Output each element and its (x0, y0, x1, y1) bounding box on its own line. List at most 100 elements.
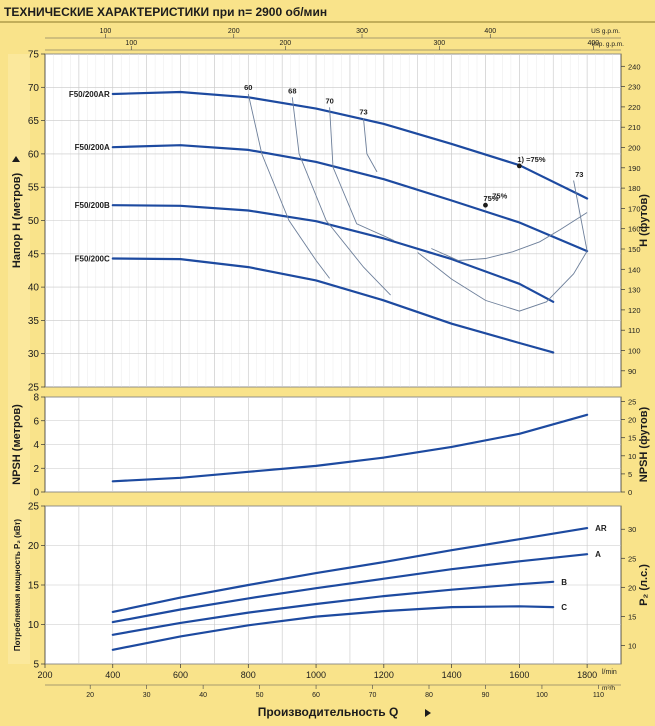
head-right-tick-label: 120 (628, 306, 641, 315)
head-curve-f50-200c (111, 257, 555, 354)
m3h-unit-label: m³/h (602, 685, 615, 692)
m3h-tick-label: 90 (482, 692, 490, 699)
head-right-tick-label: 200 (628, 144, 641, 153)
npsh-right-tick-label: 5 (628, 470, 632, 479)
efficiency-curve (291, 97, 391, 296)
head-right-tick-label: 160 (628, 225, 641, 234)
head-right-tick-label: 140 (628, 265, 641, 274)
head-right-tick-label: 130 (628, 286, 641, 295)
power-curve-b (111, 580, 555, 636)
y-axis-arrow-icon (12, 156, 20, 162)
left-label-strip (8, 54, 30, 664)
npsh-curve-npsh (111, 413, 589, 483)
power-y-tick-label: 10 (28, 620, 40, 631)
npsh-right-tick-label: 20 (628, 416, 636, 425)
us-gpm-tick-label: 100 (100, 28, 112, 35)
head-curve-f50-200ar (111, 90, 589, 200)
head-right-tick-label: 180 (628, 184, 641, 193)
head-y-tick-label: 70 (28, 83, 40, 94)
npsh-y-tick-label: 2 (33, 464, 39, 475)
npsh-y-axis-label: NPSH (метров) (11, 404, 23, 485)
us-gpm-unit-label: US g.p.m. (591, 28, 620, 35)
efficiency-curve (573, 180, 588, 252)
page-title: ТЕХНИЧЕСКИЕ ХАРАКТЕРИСТИКИ при n= 2900 о… (4, 5, 328, 19)
npsh-y-tick-label: 4 (33, 440, 39, 451)
power-right-tick-label: 20 (628, 583, 636, 592)
us-gpm-tick-label: 400 (484, 28, 496, 35)
head-y-tick-label: 50 (28, 216, 40, 227)
efficiency-label: 75% (492, 192, 507, 201)
npsh-right-tick-label: 15 (628, 434, 636, 443)
power-right-tick-label: 25 (628, 554, 636, 563)
efficiency-label: 73 (575, 170, 583, 179)
lmin-tick-label: 200 (37, 670, 52, 680)
head-y-axis-label: Напор H (метров) (11, 173, 23, 269)
lmin-tick-label: 1400 (442, 670, 462, 680)
head-right-tick-label: 170 (628, 204, 641, 213)
head-series-label: F50/200AR (69, 90, 110, 99)
power-right-tick-label: 10 (628, 641, 636, 650)
m3h-tick-label: 70 (369, 692, 377, 699)
npsh-y-tick-label: 8 (33, 393, 39, 404)
head-y-tick-label: 75 (28, 50, 40, 61)
lmin-tick-label: 1000 (306, 670, 326, 680)
power-y-tick-label: 5 (33, 660, 39, 671)
lmin-tick-label: 400 (105, 670, 120, 680)
imp-gpm-unit-label: imp. g.p.m. (592, 41, 624, 48)
head-right-tick-label: 190 (628, 164, 641, 173)
us-gpm-tick-label: 200 (228, 28, 240, 35)
m3h-tick-label: 30 (143, 692, 151, 699)
m3h-tick-label: 50 (256, 692, 264, 699)
efficiency-label: 75% (483, 194, 498, 203)
efficiency-point (483, 202, 488, 208)
lmin-tick-label: 1800 (577, 670, 597, 680)
power-right-tick-label: 30 (628, 525, 636, 534)
power-curve-a (111, 553, 589, 624)
head-series-label: F50/200B (75, 201, 110, 210)
head-right-tick-label: 150 (628, 245, 641, 254)
x-axis-arrow-icon (425, 709, 431, 717)
efficiency-label: 70 (325, 96, 333, 105)
power-y-axis-label: Потребляемая мощность P₂ (кВт) (13, 519, 22, 652)
efficiency-curve (329, 107, 395, 241)
power-y-tick-label: 20 (28, 541, 40, 552)
head-series-label: F50/200A (75, 143, 110, 152)
head-y-tick-label: 65 (28, 116, 40, 127)
head-y-tick-label: 60 (28, 149, 40, 160)
m3h-tick-label: 60 (312, 692, 320, 699)
power-right-tick-label: 15 (628, 612, 636, 621)
head-curve-f50-200b (111, 204, 555, 303)
imp-gpm-tick-label: 400 (588, 40, 600, 47)
imp-gpm-tick-label: 100 (125, 40, 137, 47)
lmin-tick-label: 600 (173, 670, 188, 680)
head-right-tick-label: 100 (628, 347, 641, 356)
head-right-tick-label: 230 (628, 83, 641, 92)
efficiency-curve (417, 250, 588, 312)
npsh-right-tick-label: 0 (628, 488, 632, 497)
efficiency-curve (363, 118, 378, 173)
power-y-tick-label: 15 (28, 581, 40, 592)
head-y-tick-label: 55 (28, 183, 40, 194)
head-right-tick-label: 220 (628, 103, 641, 112)
m3h-tick-label: 20 (86, 692, 94, 699)
efficiency-label: 73 (359, 108, 367, 117)
efficiency-point (516, 163, 522, 169)
npsh-right-tick-label: 10 (628, 452, 636, 461)
power-series-label: AR (595, 524, 607, 533)
efficiency-label: 68 (288, 86, 296, 95)
power-right-axis-label: P₂ (л.с.) (638, 564, 650, 606)
efficiency-label: 1) =75% (517, 155, 545, 164)
head-y-tick-label: 45 (28, 249, 40, 260)
npsh-right-axis-label: NPSH (футов) (638, 406, 650, 482)
npsh-y-tick-label: 0 (33, 488, 39, 499)
imp-gpm-tick-label: 300 (433, 40, 445, 47)
head-right-axis-label: H (футов) (638, 194, 650, 247)
efficiency-curve (247, 93, 330, 279)
power-series-label: A (595, 550, 601, 559)
lmin-tick-label: 800 (241, 670, 256, 680)
head-series-label: F50/200C (75, 254, 110, 263)
npsh-y-tick-label: 6 (33, 416, 39, 427)
x-axis-label: Производительность Q (258, 705, 399, 719)
us-gpm-tick-label: 300 (356, 28, 368, 35)
